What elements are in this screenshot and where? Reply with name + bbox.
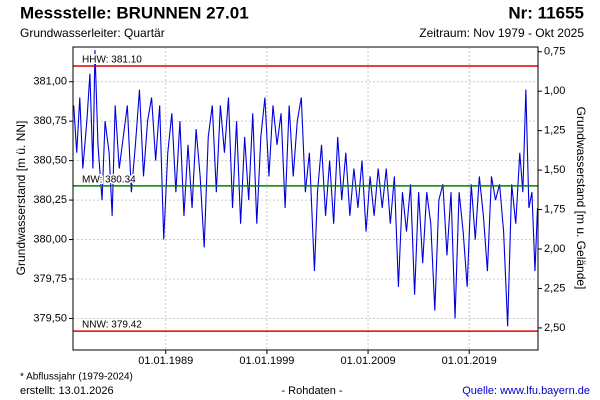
data-line	[73, 50, 539, 327]
chart-title: Messstelle: BRUNNEN 27.01	[20, 3, 249, 22]
subtitle: Grundwasserleiter: Quartär	[20, 26, 165, 40]
y-tick-label: 379,50	[33, 312, 67, 324]
reference-label: HHW: 381.10	[82, 55, 142, 66]
y2-tick-label: 0,75	[544, 46, 565, 58]
y2-tick-label: 2,00	[544, 243, 565, 255]
y-tick-label: 380,50	[33, 155, 67, 167]
y-tick-label: 380,75	[33, 115, 67, 127]
y2-tick-label: 1,25	[544, 125, 565, 137]
y-tick-label: 380,25	[33, 194, 67, 206]
plot-frame	[72, 46, 539, 351]
period: Zeitraum: Nov 1979 - Okt 2025	[419, 26, 584, 40]
y-tick-label: 380,00	[33, 233, 67, 245]
created-date: erstellt: 13.01.2026	[20, 385, 114, 397]
x-tick-label: 01.01.1989	[138, 355, 193, 367]
y2-tick-label: 1,00	[544, 85, 565, 97]
y-axis-label: Grundwasserstand [m ü. NN]	[14, 121, 28, 276]
station-number: Nr: 11655	[508, 3, 584, 22]
data-note: - Rohdaten -	[281, 385, 342, 397]
x-tick-label: 01.01.2009	[341, 355, 396, 367]
x-tick-label: 01.01.1999	[239, 355, 294, 367]
y-tick-label: 381,00	[33, 76, 67, 88]
y2-tick-label: 1,50	[544, 164, 565, 176]
y2-axis-label: Grundwasserstand [m u. Gelände]	[574, 107, 588, 290]
reference-label: NNW: 379.42	[82, 320, 142, 331]
reference-label: MW: 380.34	[82, 175, 136, 186]
source: Quelle: www.lfu.bayern.de	[462, 385, 590, 397]
y2-tick-label: 2,50	[544, 322, 565, 334]
y2-tick-label: 2,25	[544, 282, 565, 294]
y-tick-label: 379,75	[33, 273, 67, 285]
footnote: * Abflussjahr (1979-2024)	[20, 372, 133, 383]
x-tick-label: 01.01.2019	[442, 355, 497, 367]
y2-tick-label: 1,75	[544, 203, 565, 215]
